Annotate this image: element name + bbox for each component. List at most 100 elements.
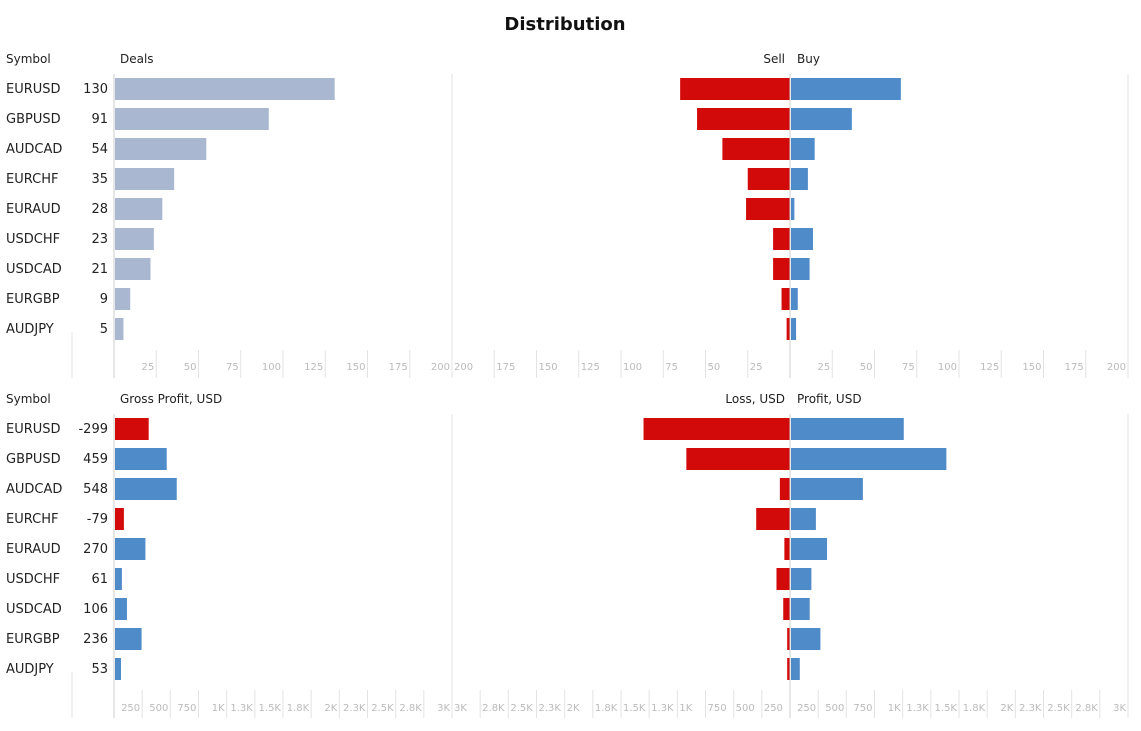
symbol-label: AUDJPY: [6, 662, 54, 677]
value-label: 270: [83, 542, 108, 557]
value-label: 548: [83, 482, 108, 497]
value-label: 35: [91, 172, 108, 187]
left-tick-label: 250: [121, 703, 140, 714]
value-label: 130: [83, 82, 108, 97]
left-bar: [115, 538, 146, 560]
right-tick-label: 2.3K: [539, 703, 562, 714]
value-label: 91: [91, 112, 108, 127]
left-bar: [115, 138, 207, 160]
right-tick-label: 175: [496, 362, 515, 373]
negative-bar: [756, 508, 790, 530]
positive-bar: [791, 168, 808, 190]
right-tick-label: 3K: [1113, 703, 1126, 714]
left-bar: [115, 478, 177, 500]
value-label: 9: [100, 292, 108, 307]
value-label: 21: [91, 262, 108, 277]
left-tick-label: 3K: [437, 703, 450, 714]
right-right-header: Profit, USD: [797, 392, 862, 406]
positive-bar: [791, 418, 904, 440]
left-bar: [115, 78, 335, 100]
positive-bar: [791, 288, 798, 310]
value-label: 54: [91, 142, 108, 157]
positive-bar: [791, 198, 795, 220]
left-tick-label: 2.8K: [399, 703, 422, 714]
negative-bar: [787, 628, 790, 650]
value-label: 28: [91, 202, 108, 217]
left-bar: [115, 598, 127, 620]
left-tick-label: 75: [226, 362, 239, 373]
left-tick-label: 1.8K: [287, 703, 310, 714]
symbol-header: Symbol: [6, 392, 51, 406]
negative-bar: [776, 568, 790, 590]
positive-bar: [791, 658, 800, 680]
negative-bar: [686, 448, 790, 470]
right-tick-label: 200: [454, 362, 473, 373]
negative-bar: [746, 198, 790, 220]
symbol-label: USDCAD: [6, 602, 62, 617]
left-tick-label: 750: [177, 703, 196, 714]
value-label: 53: [91, 662, 108, 677]
right-tick-label: 2K: [1000, 703, 1013, 714]
left-bar: [115, 108, 269, 130]
negative-bar: [787, 658, 790, 680]
panel-1: Symbol Deals Sell Buy 25 50 75 100 125 150 175 200 2…: [6, 52, 1129, 378]
left-tick-label: 125: [304, 362, 323, 373]
positive-bar: [791, 318, 797, 340]
right-tick-label: 50: [708, 362, 721, 373]
positive-bar: [791, 258, 810, 280]
symbol-label: EURUSD: [6, 422, 61, 437]
left-tick-label: 25: [142, 362, 155, 373]
left-tick-label: 50: [184, 362, 197, 373]
negative-bar: [680, 78, 790, 100]
left-bar: [115, 258, 151, 280]
left-tick-label: 2.5K: [371, 703, 394, 714]
symbol-label: GBPUSD: [6, 112, 61, 127]
left-bar: [115, 318, 124, 340]
chart-panels: Symbol Deals Sell Buy 25 50 75 100 125 150 175 200 2…: [6, 52, 1129, 718]
right-tick-label: 500: [825, 703, 844, 714]
symbol-label: AUDJPY: [6, 322, 54, 337]
left-bar: [115, 658, 121, 680]
left-chart-header: Gross Profit, USD: [120, 392, 222, 406]
right-tick-label: 500: [736, 703, 755, 714]
left-bar: [115, 168, 175, 190]
symbol-label: EURUSD: [6, 82, 61, 97]
symbol-label: GBPUSD: [6, 452, 61, 467]
symbol-header: Symbol: [6, 52, 51, 66]
left-tick-label: 200: [431, 362, 450, 373]
value-label: 61: [91, 572, 108, 587]
left-tick-label: 175: [389, 362, 408, 373]
symbol-label: USDCHF: [6, 572, 60, 587]
value-label: 106: [83, 602, 108, 617]
right-tick-label: 75: [665, 362, 678, 373]
symbol-label: EURAUD: [6, 542, 61, 557]
negative-bar: [779, 478, 790, 500]
right-tick-label: 200: [1107, 362, 1126, 373]
right-tick-label: 25: [750, 362, 763, 373]
positive-bar: [791, 448, 947, 470]
left-bar: [115, 228, 154, 250]
symbol-label: USDCAD: [6, 262, 62, 277]
positive-bar: [791, 108, 852, 130]
negative-bar: [773, 258, 790, 280]
right-left-header: Loss, USD: [725, 392, 785, 406]
right-tick-label: 2.3K: [1019, 703, 1042, 714]
right-tick-label: 150: [539, 362, 558, 373]
negative-bar: [747, 168, 790, 190]
negative-bar: [697, 108, 790, 130]
left-bar: [115, 508, 124, 530]
positive-bar: [791, 78, 901, 100]
negative-bar: [786, 318, 790, 340]
symbol-label: AUDCAD: [6, 142, 62, 157]
left-bar: [115, 628, 142, 650]
right-tick-label: 175: [1065, 362, 1084, 373]
right-tick-label: 1.8K: [963, 703, 986, 714]
right-tick-label: 1.3K: [906, 703, 929, 714]
panel-2: Symbol Gross Profit, USD Loss, USD Profit, …: [6, 392, 1129, 718]
chart-title: Distribution: [504, 14, 625, 35]
right-tick-label: 1.5K: [935, 703, 958, 714]
value-label: 236: [83, 632, 108, 647]
left-tick-label: 1K: [212, 703, 225, 714]
symbol-label: EURGBP: [6, 292, 60, 307]
